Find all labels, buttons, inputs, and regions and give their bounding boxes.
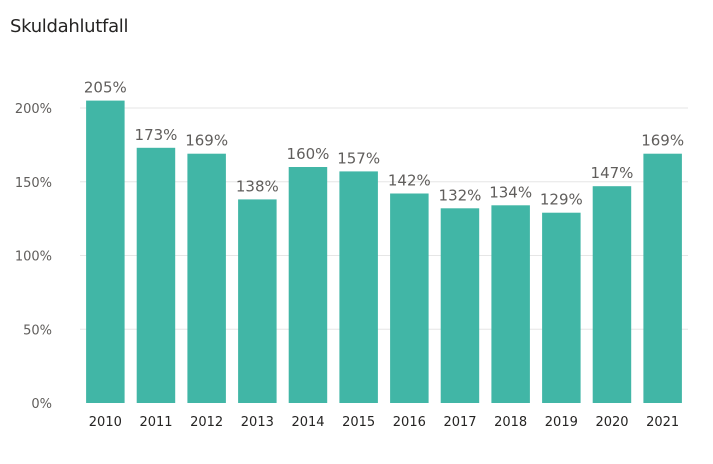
x-tick-label: 2016 bbox=[393, 415, 426, 430]
bars bbox=[86, 100, 682, 404]
bar[interactable] bbox=[542, 212, 581, 403]
bar[interactable] bbox=[339, 171, 378, 403]
data-label: 205% bbox=[84, 79, 127, 97]
bar[interactable] bbox=[187, 153, 226, 403]
bar[interactable] bbox=[390, 193, 429, 404]
x-tick-label: 2015 bbox=[342, 415, 375, 430]
x-tick-label: 2018 bbox=[494, 415, 527, 430]
x-tick-label: 2019 bbox=[545, 415, 578, 430]
data-label: 132% bbox=[439, 186, 482, 204]
x-tick-label: 2011 bbox=[139, 415, 172, 430]
data-label: 138% bbox=[236, 177, 279, 195]
data-label: 147% bbox=[591, 164, 634, 182]
bar[interactable] bbox=[136, 147, 176, 403]
gridlines bbox=[80, 107, 688, 404]
y-tick-label: 150% bbox=[15, 176, 52, 191]
data-label: 160% bbox=[287, 145, 330, 163]
bar[interactable] bbox=[238, 199, 277, 403]
bar[interactable] bbox=[288, 167, 328, 403]
data-label: 129% bbox=[540, 191, 583, 209]
data-label: 169% bbox=[641, 132, 684, 150]
data-label: 173% bbox=[135, 126, 178, 144]
x-tick-label: 2021 bbox=[646, 415, 679, 430]
x-tick-label: 2017 bbox=[443, 415, 476, 430]
y-tick-label: 200% bbox=[15, 102, 52, 117]
bar[interactable] bbox=[440, 208, 480, 403]
data-label: 157% bbox=[337, 149, 380, 167]
y-tick-label: 0% bbox=[31, 397, 52, 412]
x-axis: 2010 2011 2012 2013 2014 2015 2016 2017 2018 2019… bbox=[89, 415, 679, 430]
y-tick-label: 50% bbox=[23, 323, 52, 338]
chart-title: Skuldahlutfall bbox=[10, 16, 129, 37]
data-label: 134% bbox=[489, 183, 532, 201]
x-tick-label: 2013 bbox=[241, 415, 274, 430]
x-tick-label: 2010 bbox=[89, 415, 122, 430]
data-label: 169% bbox=[185, 132, 228, 150]
x-tick-label: 2014 bbox=[291, 415, 324, 430]
data-labels: 205% 173% 169% 138% 160% 157% 142% 132% 134% 129%… bbox=[84, 79, 684, 209]
bar[interactable] bbox=[491, 205, 530, 403]
bar[interactable] bbox=[86, 100, 125, 403]
x-tick-label: 2020 bbox=[595, 415, 628, 430]
bar[interactable] bbox=[592, 186, 632, 403]
y-axis: 0% 50% 100% 150% 200% bbox=[15, 102, 52, 412]
bar[interactable] bbox=[643, 153, 682, 403]
y-tick-label: 100% bbox=[15, 250, 52, 265]
x-tick-label: 2012 bbox=[190, 415, 223, 430]
data-label: 142% bbox=[388, 172, 431, 190]
